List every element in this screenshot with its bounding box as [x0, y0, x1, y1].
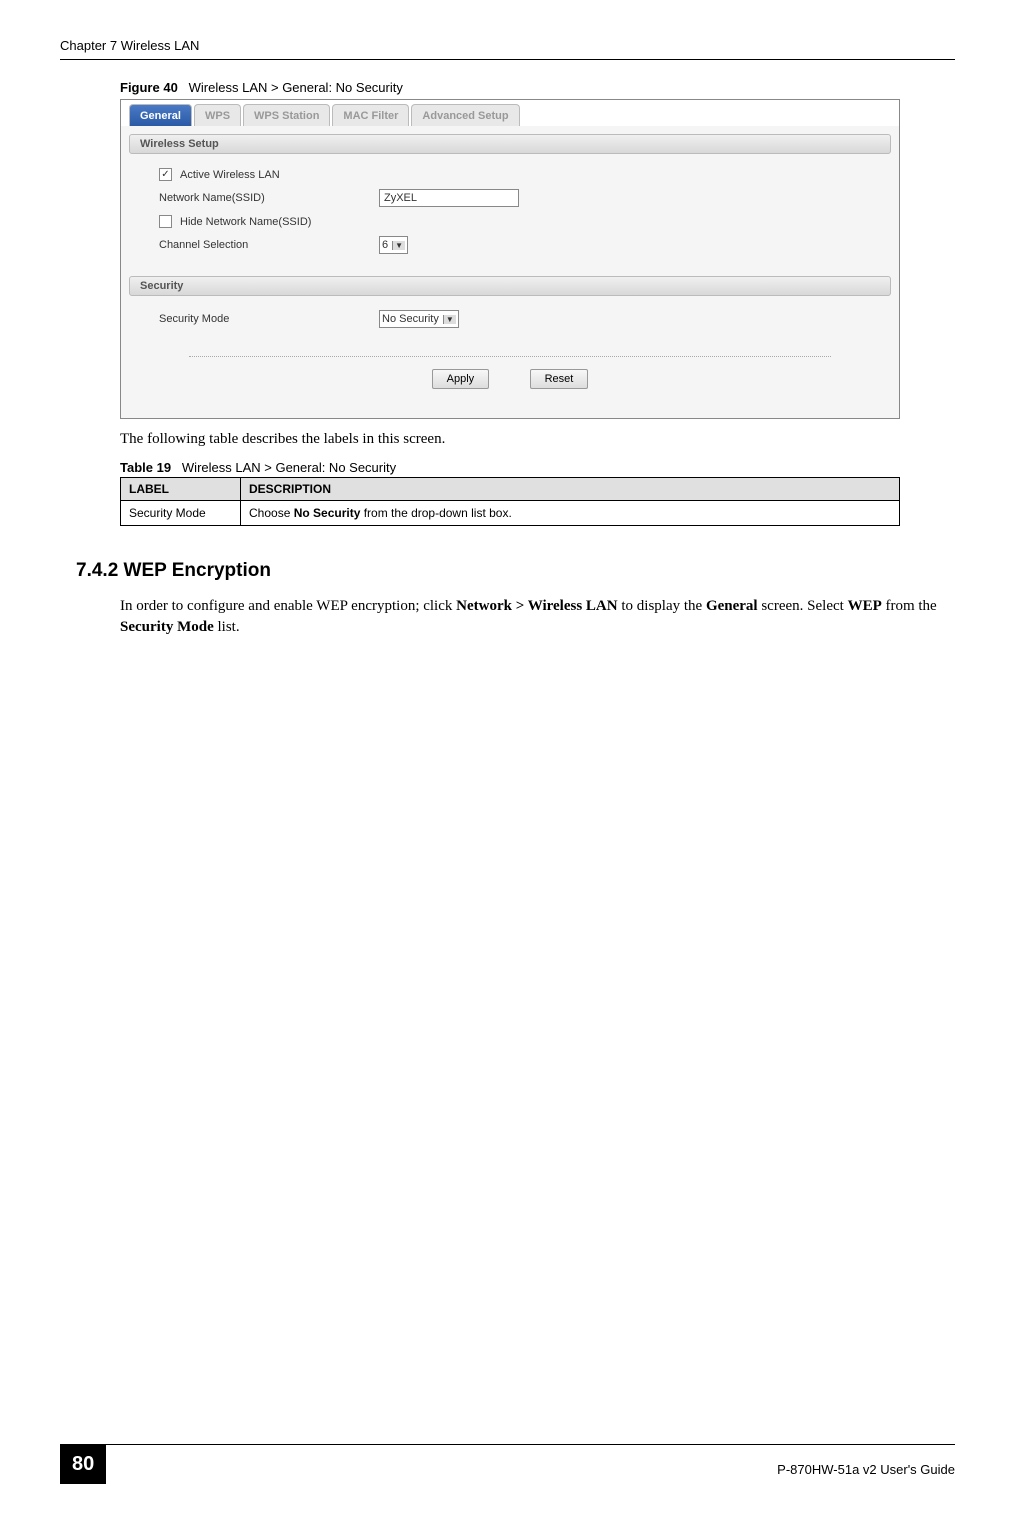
wireless-setup-form: ✓ Active Wireless LAN Network Name(SSID)…: [129, 162, 891, 276]
tab-bar: General WPS WPS Station MAC Filter Advan…: [121, 100, 899, 126]
active-wireless-label: Active Wireless LAN: [180, 169, 280, 181]
security-mode-select[interactable]: No Security ▼: [379, 310, 459, 328]
security-mode-value: No Security: [382, 313, 439, 325]
button-row: Apply Reset: [129, 365, 891, 389]
reset-button[interactable]: Reset: [530, 369, 589, 389]
channel-select[interactable]: 6 ▼: [379, 236, 408, 254]
table-header-desc: DESCRIPTION: [241, 478, 900, 501]
wep-paragraph: In order to configure and enable WEP enc…: [120, 596, 955, 638]
ssid-input[interactable]: ZyXEL: [379, 189, 519, 207]
security-form: Security Mode No Security ▼: [129, 304, 891, 350]
description-table: LABEL DESCRIPTION Security Mode Choose N…: [120, 477, 900, 526]
security-mode-label: Security Mode: [159, 313, 379, 325]
apply-button[interactable]: Apply: [432, 369, 490, 389]
active-wireless-checkbox[interactable]: ✓: [159, 168, 172, 181]
wep-section-heading: 7.4.2 WEP Encryption: [76, 560, 955, 582]
panel-body: Wireless Setup ✓ Active Wireless LAN Net…: [121, 126, 899, 418]
chevron-down-icon: ▼: [443, 315, 456, 324]
page-footer: 80 P-870HW-51a v2 User's Guide: [60, 1444, 955, 1484]
tab-mac-filter[interactable]: MAC Filter: [332, 104, 409, 126]
figure-caption: Figure 40 Wireless LAN > General: No Sec…: [120, 80, 955, 95]
hide-ssid-label: Hide Network Name(SSID): [180, 216, 311, 228]
table-cell-desc: Choose No Security from the drop-down li…: [241, 501, 900, 526]
tab-general[interactable]: General: [129, 104, 192, 126]
tab-wps[interactable]: WPS: [194, 104, 241, 126]
figure-label: Figure 40: [120, 80, 178, 95]
tab-advanced-setup[interactable]: Advanced Setup: [411, 104, 519, 126]
table-intro-text: The following table describes the labels…: [120, 429, 955, 450]
chapter-title: Chapter 7 Wireless LAN: [60, 38, 199, 53]
table-label: Table 19: [120, 460, 171, 475]
table-cell-label: Security Mode: [121, 501, 241, 526]
ssid-label: Network Name(SSID): [159, 192, 379, 204]
chevron-down-icon: ▼: [392, 241, 405, 250]
channel-label: Channel Selection: [159, 239, 379, 251]
table-row: Security Mode Choose No Security from th…: [121, 501, 900, 526]
table-header-label: LABEL: [121, 478, 241, 501]
hide-ssid-checkbox[interactable]: [159, 215, 172, 228]
table-caption-text: Wireless LAN > General: No Security: [182, 460, 396, 475]
page-header: Chapter 7 Wireless LAN: [60, 38, 955, 60]
figure-caption-text: Wireless LAN > General: No Security: [189, 80, 403, 95]
wireless-setup-header: Wireless Setup: [129, 134, 891, 154]
page-number: 80: [60, 1445, 106, 1484]
security-header: Security: [129, 276, 891, 296]
divider: [189, 356, 831, 357]
channel-value: 6: [382, 239, 388, 251]
screenshot-panel: General WPS WPS Station MAC Filter Advan…: [120, 99, 900, 419]
table-caption: Table 19 Wireless LAN > General: No Secu…: [120, 460, 955, 475]
tab-wps-station[interactable]: WPS Station: [243, 104, 330, 126]
guide-name: P-870HW-51a v2 User's Guide: [777, 1462, 955, 1477]
